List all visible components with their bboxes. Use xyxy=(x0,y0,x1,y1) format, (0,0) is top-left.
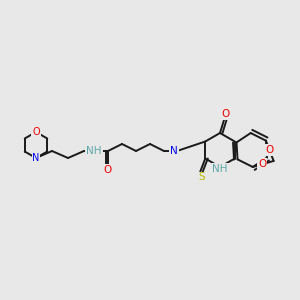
Text: N: N xyxy=(32,153,40,163)
Text: O: O xyxy=(265,145,274,155)
Text: NH: NH xyxy=(86,146,102,156)
Text: O: O xyxy=(32,127,40,137)
Text: S: S xyxy=(198,172,205,182)
Text: O: O xyxy=(221,109,229,119)
Text: O: O xyxy=(104,165,112,175)
Text: NH: NH xyxy=(212,164,228,174)
Text: O: O xyxy=(258,159,266,169)
Text: N: N xyxy=(170,146,178,156)
